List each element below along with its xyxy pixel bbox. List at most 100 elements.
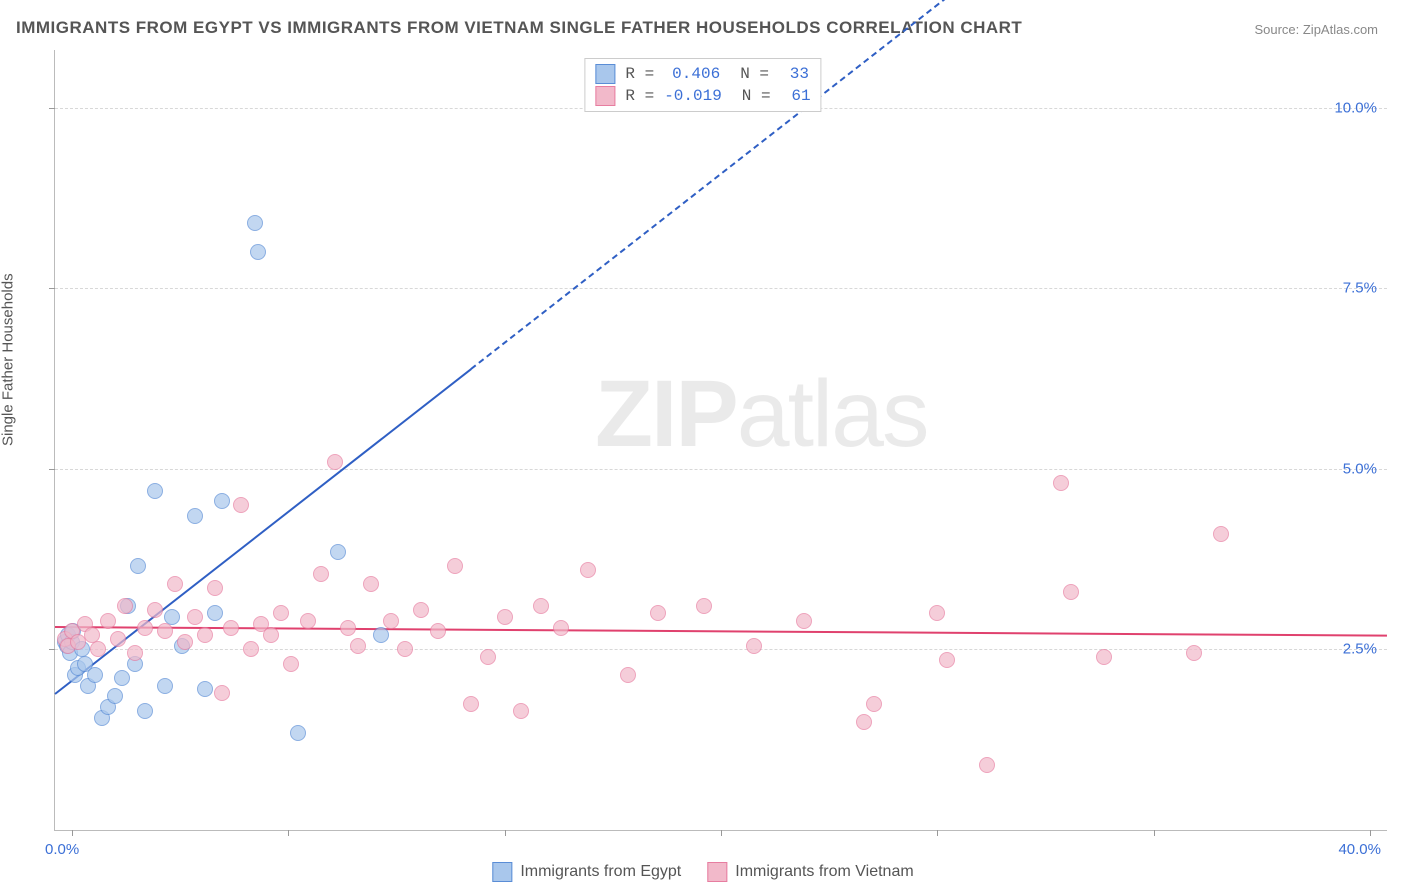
n-label: N = <box>742 85 771 107</box>
swatch-vietnam <box>707 862 727 882</box>
legend-label-egypt: Immigrants from Egypt <box>520 863 681 881</box>
x-tick <box>288 830 289 836</box>
data-point <box>214 685 230 701</box>
data-point <box>187 609 203 625</box>
legend-row-vietnam: R = -0.019 N = 61 <box>595 85 810 107</box>
y-tick-label: 10.0% <box>1334 99 1377 116</box>
data-point <box>177 634 193 650</box>
data-point <box>147 602 163 618</box>
data-point <box>187 508 203 524</box>
swatch-egypt <box>595 64 615 84</box>
data-point <box>430 623 446 639</box>
data-point <box>463 696 479 712</box>
y-tick <box>49 649 55 650</box>
legend-item-vietnam: Immigrants from Vietnam <box>707 862 913 882</box>
source-label: Source: ZipAtlas.com <box>1254 22 1378 37</box>
data-point <box>373 627 389 643</box>
x-tick-label-max: 40.0% <box>1338 841 1381 858</box>
x-tick <box>72 830 73 836</box>
data-point <box>233 497 249 513</box>
data-point <box>650 605 666 621</box>
gridline <box>55 469 1387 470</box>
data-point <box>100 613 116 629</box>
data-point <box>350 638 366 654</box>
data-point <box>137 620 153 636</box>
data-point <box>1213 526 1229 542</box>
data-point <box>580 562 596 578</box>
data-point <box>929 605 945 621</box>
data-point <box>197 627 213 643</box>
y-tick-label: 5.0% <box>1343 460 1377 477</box>
data-point <box>939 652 955 668</box>
data-point <box>263 627 279 643</box>
data-point <box>157 623 173 639</box>
data-point <box>137 703 153 719</box>
data-point <box>290 725 306 741</box>
data-point <box>1053 475 1069 491</box>
r-label: R = <box>625 85 654 107</box>
x-tick <box>505 830 506 836</box>
data-point <box>223 620 239 636</box>
data-point <box>513 703 529 719</box>
x-tick-label-min: 0.0% <box>45 841 79 858</box>
y-tick-label: 2.5% <box>1343 641 1377 658</box>
data-point <box>107 688 123 704</box>
legend-label-vietnam: Immigrants from Vietnam <box>735 863 913 881</box>
data-point <box>497 609 513 625</box>
data-point <box>247 215 263 231</box>
x-tick <box>1154 830 1155 836</box>
data-point <box>214 493 230 509</box>
data-point <box>300 613 316 629</box>
data-point <box>283 656 299 672</box>
data-point <box>87 667 103 683</box>
plot-area: ZIPatlas 2.5%5.0%7.5%10.0%0.0%40.0% <box>54 50 1387 831</box>
data-point <box>327 454 343 470</box>
data-point <box>383 613 399 629</box>
trend-line <box>471 0 1388 370</box>
gridline <box>55 288 1387 289</box>
y-tick <box>49 288 55 289</box>
data-point <box>207 580 223 596</box>
data-point <box>397 641 413 657</box>
data-point <box>620 667 636 683</box>
data-point <box>363 576 379 592</box>
n-value-vietnam: 61 <box>781 85 811 107</box>
data-point <box>313 566 329 582</box>
data-point <box>480 649 496 665</box>
watermark-zip: ZIP <box>595 361 737 467</box>
watermark-atlas: atlas <box>737 361 928 467</box>
data-point <box>114 670 130 686</box>
r-value-vietnam: -0.019 <box>664 85 722 107</box>
data-point <box>330 544 346 560</box>
data-point <box>110 631 126 647</box>
data-point <box>447 558 463 574</box>
n-label: N = <box>740 63 769 85</box>
data-point <box>1096 649 1112 665</box>
data-point <box>117 598 133 614</box>
r-value-egypt: 0.406 <box>664 63 720 85</box>
data-point <box>1063 584 1079 600</box>
data-point <box>856 714 872 730</box>
data-point <box>796 613 812 629</box>
data-point <box>243 641 259 657</box>
data-point <box>130 558 146 574</box>
data-point <box>90 641 106 657</box>
data-point <box>746 638 762 654</box>
data-point <box>553 620 569 636</box>
data-point <box>250 244 266 260</box>
data-point <box>127 645 143 661</box>
correlation-legend: R = 0.406 N = 33 R = -0.019 N = 61 <box>584 58 821 112</box>
series-legend: Immigrants from Egypt Immigrants from Vi… <box>492 862 913 882</box>
x-tick <box>1370 830 1371 836</box>
data-point <box>413 602 429 618</box>
y-tick <box>49 108 55 109</box>
data-point <box>979 757 995 773</box>
r-label: R = <box>625 63 654 85</box>
y-tick-label: 7.5% <box>1343 280 1377 297</box>
legend-item-egypt: Immigrants from Egypt <box>492 862 681 882</box>
chart-title: IMMIGRANTS FROM EGYPT VS IMMIGRANTS FROM… <box>16 18 1022 38</box>
data-point <box>866 696 882 712</box>
watermark: ZIPatlas <box>595 360 927 469</box>
data-point <box>147 483 163 499</box>
y-tick <box>49 469 55 470</box>
